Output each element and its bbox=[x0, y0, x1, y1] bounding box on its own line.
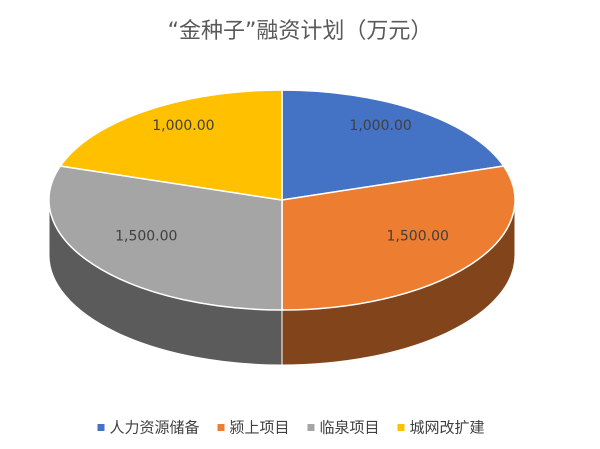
data-label: 1,500.00 bbox=[115, 229, 177, 245]
legend-label: 城网改扩建 bbox=[410, 419, 485, 437]
legend-label: 颍上项目 bbox=[230, 419, 290, 437]
legend-label: 人力资源储备 bbox=[110, 419, 200, 437]
legend-swatch bbox=[397, 424, 405, 431]
data-label: 1,000.00 bbox=[349, 118, 411, 134]
data-label: 1,000.00 bbox=[152, 118, 214, 134]
legend-swatch bbox=[97, 424, 105, 431]
data-label: 1,500.00 bbox=[387, 229, 449, 245]
slice bbox=[59, 89, 283, 201]
slice bbox=[48, 165, 283, 311]
slice bbox=[281, 89, 505, 201]
chart-title: “金种子”融资计划（万元） bbox=[168, 19, 433, 44]
legend-swatch bbox=[307, 424, 315, 431]
legend-label: 临泉项目 bbox=[320, 419, 380, 437]
slice bbox=[281, 165, 516, 311]
legend-swatch bbox=[217, 424, 225, 431]
